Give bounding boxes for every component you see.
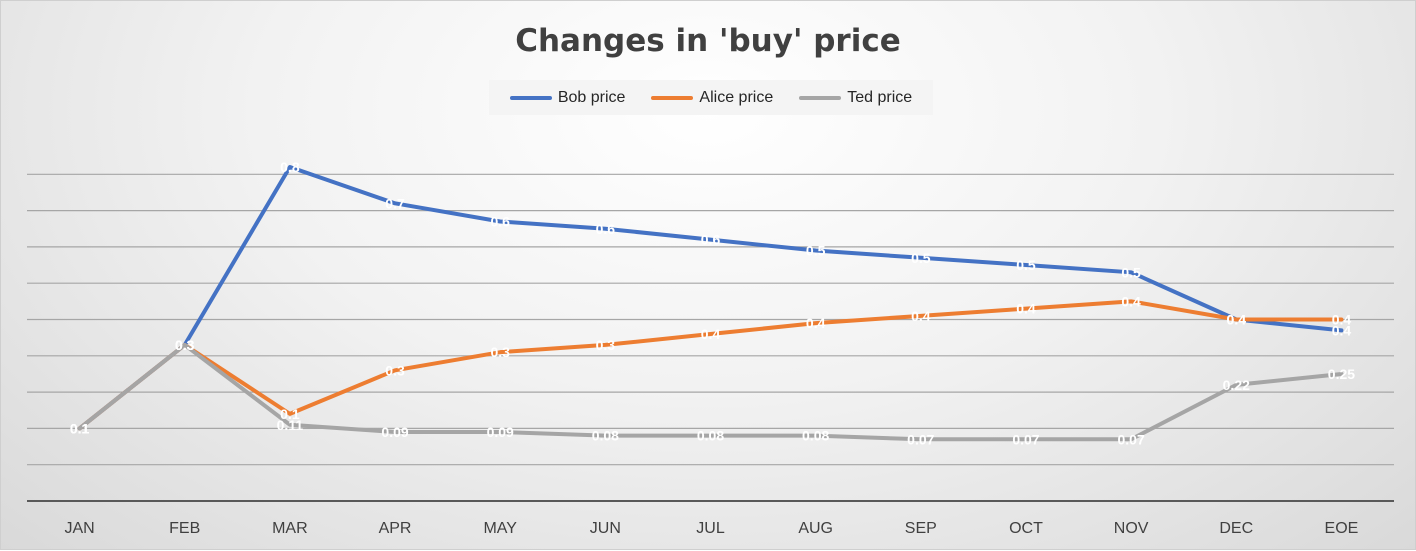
data-label-alice-price: 0.1 <box>280 406 300 422</box>
data-label-bob-price: 0.6 <box>701 232 721 248</box>
data-label-bob-price: 0.4 <box>1227 312 1247 328</box>
data-label-alice-price: 0.4 <box>1227 312 1247 328</box>
data-label-ted-price: 0.08 <box>697 428 724 444</box>
data-label-alice-price: 0.4 <box>701 326 721 342</box>
x-tick-label: JUN <box>590 520 621 537</box>
data-label-bob-price: 0.5 <box>1121 264 1141 280</box>
data-label-ted-price: 0.1 <box>70 420 90 436</box>
data-label-alice-price: 0.3 <box>490 344 510 360</box>
data-label-ted-price: 0.3 <box>175 337 195 353</box>
data-label-bob-price: 0.4 <box>1332 322 1352 338</box>
legend-label-bob: Bob price <box>557 88 626 106</box>
data-label-ted-price: 0.11 <box>277 417 304 433</box>
data-label-alice-price: 0.1 <box>70 420 90 436</box>
x-tick-label: JAN <box>64 520 94 537</box>
x-tick-label: MAR <box>272 520 308 537</box>
x-tick-label: FEB <box>169 520 200 537</box>
data-label-bob-price: 0.6 <box>596 221 616 237</box>
x-tick-label: OCT <box>1009 520 1043 537</box>
data-label-ted-price: 0.08 <box>802 428 829 444</box>
data-label-alice-price: 0.3 <box>175 337 195 353</box>
data-label-bob-price: 0.1 <box>70 420 90 436</box>
data-label-bob-price: 0.8 <box>280 159 300 175</box>
x-tick-label: APR <box>379 520 412 537</box>
data-label-alice-price: 0.4 <box>911 308 931 324</box>
legend-item-alice: Alice price <box>651 89 773 107</box>
x-tick-label: EOE <box>1325 520 1359 537</box>
data-label-alice-price: 0.4 <box>1016 301 1036 317</box>
data-label-bob-price: 0.5 <box>911 250 931 266</box>
data-label-alice-price: 0.4 <box>1121 293 1141 309</box>
data-label-alice-price: 0.4 <box>1332 312 1352 328</box>
legend-swatch-alice <box>651 95 694 100</box>
legend-item-ted: Ted price <box>799 89 912 107</box>
data-label-bob-price: 0.3 <box>175 337 195 353</box>
x-tick-label: JUL <box>696 520 725 537</box>
series-line-ted-price <box>77 342 1344 442</box>
legend-item-bob: Bob price <box>509 88 626 107</box>
x-tick-label: SEP <box>905 520 937 537</box>
data-label-ted-price: 0.08 <box>592 428 619 444</box>
x-tick-label: AUG <box>798 520 833 537</box>
data-label-alice-price: 0.3 <box>596 337 616 353</box>
data-label-bob-price: 0.5 <box>1016 257 1036 273</box>
data-label-ted-price: 0.09 <box>381 424 408 440</box>
chart-legend: Bob price Alice price Ted price <box>489 80 933 115</box>
x-tick-label: MAY <box>483 520 517 537</box>
data-label-ted-price: 0.25 <box>1328 366 1355 382</box>
x-tick-label: DEC <box>1219 520 1253 537</box>
legend-label-ted: Ted price <box>847 88 913 106</box>
data-label-ted-price: 0.07 <box>1012 431 1039 447</box>
legend-label-alice: Alice price <box>699 88 774 106</box>
data-label-ted-price: 0.09 <box>487 424 514 440</box>
data-label-ted-price: 0.07 <box>907 431 934 447</box>
data-label-bob-price: 0.5 <box>806 243 826 259</box>
legend-swatch-bob <box>509 95 552 100</box>
x-tick-label: NOV <box>1114 520 1149 537</box>
data-label-bob-price: 0.6 <box>490 213 510 229</box>
data-label-alice-price: 0.3 <box>385 362 405 378</box>
data-label-alice-price: 0.4 <box>806 315 826 331</box>
series-line-bob-price <box>77 165 1344 431</box>
chart-title: Changes in 'buy' price <box>515 23 901 59</box>
data-label-ted-price: 0.22 <box>1223 377 1250 393</box>
data-label-ted-price: 0.07 <box>1117 431 1144 447</box>
legend-swatch-ted <box>799 95 842 100</box>
series-line-alice-price <box>77 299 1344 431</box>
data-label-bob-price: 0.7 <box>385 195 405 211</box>
